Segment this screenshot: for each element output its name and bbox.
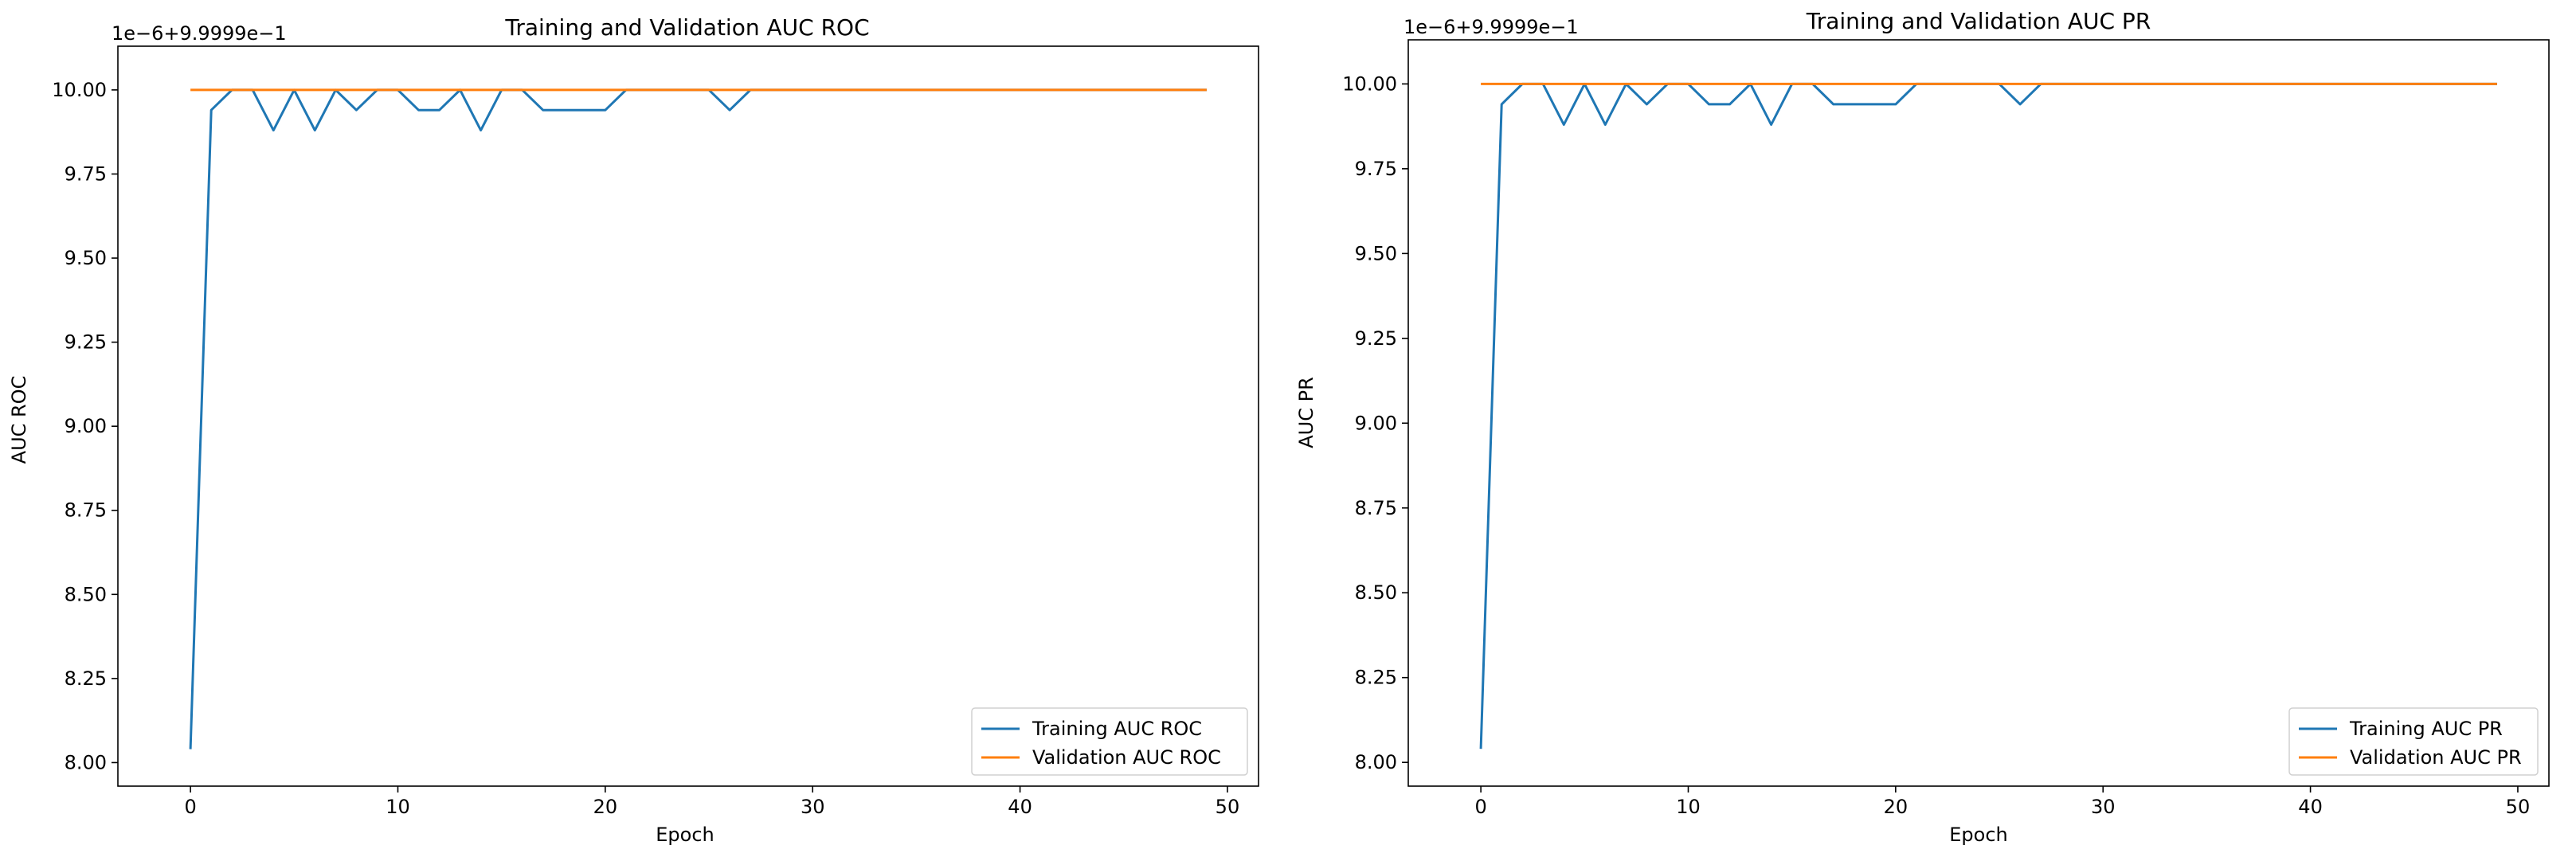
x-tick-label: 40 bbox=[1008, 796, 1032, 818]
y-tick-label: 10.00 bbox=[52, 79, 107, 101]
auc-roc-chart: Training and Validation AUC ROC 1e−6+9.9… bbox=[8, 14, 1259, 846]
x-tick-label: 10 bbox=[386, 796, 410, 818]
chart-title: Training and Validation AUC PR bbox=[1806, 8, 2151, 34]
legend: Training AUC PR Validation AUC PR bbox=[2288, 707, 2539, 776]
auc-pr-chart: Training and Validation AUC PR 1e−6+9.99… bbox=[1295, 8, 2550, 846]
y-tick-label: 8.00 bbox=[65, 751, 107, 773]
legend-box bbox=[971, 707, 1248, 776]
y-axis-title: AUC ROC bbox=[8, 376, 30, 464]
y-tick-label: 9.75 bbox=[65, 162, 107, 185]
legend-label: Training AUC PR bbox=[2349, 718, 2503, 740]
series-line-training bbox=[189, 88, 1207, 749]
x-tick-label: 20 bbox=[1884, 796, 1909, 818]
y-tick-label: 9.25 bbox=[65, 331, 107, 354]
y-offset-label: 1e−6+9.9999e−1 bbox=[112, 22, 287, 45]
x-axis-title: Epoch bbox=[656, 824, 714, 846]
x-tick-label: 40 bbox=[2298, 796, 2323, 818]
x-tick-label: 20 bbox=[593, 796, 618, 818]
y-tick-label: 8.50 bbox=[1355, 581, 1397, 604]
x-tick-label: 30 bbox=[801, 796, 825, 818]
y-tick-label: 8.25 bbox=[65, 667, 107, 690]
y-tick-label: 9.75 bbox=[1355, 158, 1397, 180]
y-tick-label: 9.50 bbox=[65, 247, 107, 269]
plot-frame bbox=[1407, 39, 2550, 787]
y-tick-label: 10.00 bbox=[1342, 72, 1397, 95]
chart-title: Training and Validation AUC ROC bbox=[504, 14, 869, 41]
series-line-training bbox=[1479, 82, 2497, 749]
x-tick-label: 50 bbox=[1216, 796, 1240, 818]
y-tick-label: 8.75 bbox=[1355, 497, 1397, 519]
y-offset-label: 1e−6+9.9999e−1 bbox=[1403, 16, 1579, 38]
legend-box bbox=[2288, 707, 2539, 776]
x-tick-label: 0 bbox=[184, 796, 196, 818]
y-tick-label: 9.50 bbox=[1355, 242, 1397, 264]
y-tick-label: 8.50 bbox=[65, 583, 107, 605]
plot-frame bbox=[117, 45, 1259, 787]
x-axis-title: Epoch bbox=[1949, 824, 2008, 846]
legend: Training AUC ROC Validation AUC ROC bbox=[971, 707, 1248, 776]
legend-label: Validation AUC PR bbox=[2350, 746, 2522, 769]
y-tick-label: 9.00 bbox=[65, 415, 107, 437]
y-tick-label: 8.25 bbox=[1355, 667, 1397, 689]
y-tick-label: 9.25 bbox=[1355, 327, 1397, 350]
x-tick-label: 0 bbox=[1474, 796, 1486, 818]
x-tick-label: 10 bbox=[1676, 796, 1701, 818]
y-axis-title: AUC PR bbox=[1295, 377, 1317, 448]
y-tick-label: 8.00 bbox=[1355, 751, 1397, 773]
legend-label: Training AUC ROC bbox=[1032, 718, 1202, 740]
legend-label: Validation AUC ROC bbox=[1032, 746, 1221, 769]
y-tick-label: 9.00 bbox=[1355, 412, 1397, 434]
x-tick-label: 50 bbox=[2506, 796, 2531, 818]
x-tick-label: 30 bbox=[2091, 796, 2116, 818]
y-tick-label: 8.75 bbox=[65, 499, 107, 522]
